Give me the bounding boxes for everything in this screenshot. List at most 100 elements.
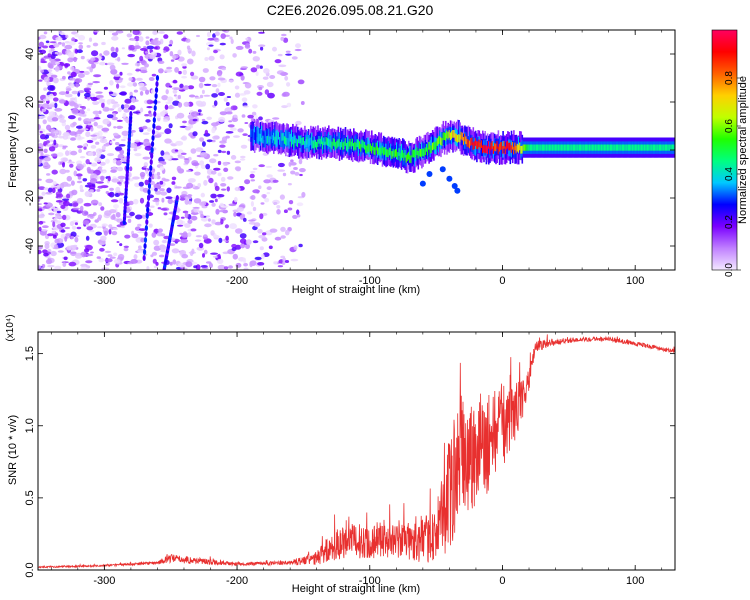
ridge-cell (448, 130, 451, 138)
noise-cell (101, 102, 105, 109)
noise-cell (213, 167, 221, 171)
noise-cell (62, 75, 66, 80)
noise-cell (123, 108, 130, 113)
ridge-cell (477, 141, 479, 150)
noise-cell (220, 218, 224, 225)
noise-cell (191, 248, 195, 255)
noise-cell (125, 206, 130, 210)
ridge-cell (265, 136, 268, 144)
ridge-cell (362, 140, 365, 149)
noise-cell (203, 234, 208, 238)
ridge-cell (262, 135, 264, 144)
ridge-cell (479, 142, 482, 151)
noise-cell (139, 86, 148, 91)
noise-cell (119, 149, 125, 155)
noise-cell (218, 92, 225, 96)
noise-cell (276, 205, 281, 209)
noise-cell (98, 98, 106, 102)
spectrogram-x-axis: -300 -200 -100 0 100 (50, 30, 663, 287)
track-cell (147, 189, 151, 195)
noise-cell (121, 47, 125, 50)
ridge-cell (263, 132, 266, 140)
noise-cell (130, 130, 136, 133)
ridge-cell (482, 145, 484, 154)
ridge-cell (386, 149, 389, 157)
noise-cell (60, 233, 66, 240)
noise-cell (277, 169, 286, 172)
noise-cell (198, 82, 204, 89)
ridge-cell (424, 147, 427, 156)
ridge-cell (317, 139, 319, 148)
noise-cell (217, 149, 222, 153)
noise-cell (88, 37, 93, 42)
noise-cell (234, 166, 241, 171)
noise-cell (164, 138, 172, 144)
ridge-cell (333, 139, 336, 147)
ridge-cell (322, 141, 324, 150)
noise-cell (286, 102, 292, 108)
noise-cell (263, 179, 271, 184)
spectrogram-heatmap (38, 30, 675, 270)
noise-cell (163, 34, 169, 39)
ridge-cell (380, 147, 383, 156)
spectrogram-y-axis: -40 -20 0 20 40 (24, 48, 675, 254)
noise-cell (76, 164, 84, 170)
ridge-cell (360, 144, 362, 152)
track-cell (146, 195, 151, 201)
ridge-cell (531, 144, 533, 151)
ridge-cell (350, 141, 353, 150)
noise-cell (206, 175, 211, 179)
noise-cell (175, 140, 184, 146)
noise-cell (38, 159, 41, 166)
noise-cell (128, 107, 133, 110)
ridge-cell (271, 135, 274, 143)
noise-cell (193, 208, 200, 213)
noise-cell (70, 97, 76, 101)
noise-cell (83, 202, 92, 207)
noise-cell (143, 165, 147, 169)
noise-cell (121, 62, 129, 65)
ridge-cell (356, 139, 359, 147)
snr-x-label: Height of straight line (km) (292, 583, 420, 595)
ridge-cell (515, 145, 518, 154)
ridge-cell (441, 138, 443, 146)
noise-cell (223, 266, 229, 270)
noise-cell (42, 225, 49, 229)
noise-cell (208, 44, 214, 47)
noise-cell (38, 36, 41, 40)
noise-cell (259, 65, 263, 69)
noise-cell (137, 249, 145, 254)
noise-cell (247, 114, 254, 119)
noise-cell (212, 33, 216, 39)
track-cell (147, 183, 152, 189)
noise-cell (54, 265, 62, 270)
colorbar-tick-label: 0.4 (724, 167, 735, 181)
ridge-cell (495, 143, 497, 152)
snr-y-label: SNR (10 * v/v) (7, 415, 19, 485)
ridge-cell (576, 144, 578, 151)
noise-cell (74, 236, 79, 243)
noise-cell (241, 97, 248, 102)
noise-cell (242, 133, 248, 137)
ridge-cell (277, 132, 280, 150)
noise-cell (158, 60, 165, 64)
noise-cell (60, 229, 66, 233)
noise-cell (160, 208, 168, 211)
noise-cell (44, 243, 50, 250)
track-cell (152, 123, 156, 129)
noise-cell (203, 94, 211, 97)
ridge-cell (302, 137, 305, 145)
noise-cell (56, 52, 63, 56)
ridge-cell (361, 139, 363, 148)
noise-cell (79, 184, 84, 191)
ridge-cell (402, 149, 404, 167)
noise-cell (226, 150, 231, 155)
noise-cell (264, 197, 270, 203)
colorbar-tick-label: 0.8 (724, 71, 735, 85)
noise-cell (209, 76, 216, 81)
noise-cell (146, 106, 153, 109)
noise-cell (87, 119, 92, 122)
noise-cell (60, 222, 66, 228)
noise-cell (199, 137, 205, 142)
noise-cell (43, 252, 49, 257)
